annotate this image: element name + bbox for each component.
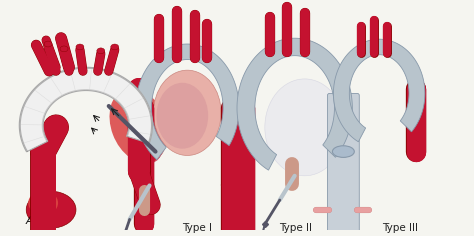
Polygon shape [19,67,153,152]
Ellipse shape [265,79,345,176]
Ellipse shape [111,44,118,50]
Ellipse shape [26,191,76,228]
Ellipse shape [154,70,221,156]
Polygon shape [237,38,352,170]
Ellipse shape [128,111,164,163]
Ellipse shape [97,48,105,54]
Polygon shape [136,44,239,160]
Text: B: B [146,216,154,226]
Ellipse shape [109,88,168,163]
Ellipse shape [60,46,68,52]
FancyBboxPatch shape [328,93,359,236]
Ellipse shape [156,83,208,149]
Ellipse shape [44,41,52,47]
Ellipse shape [332,146,354,157]
Text: Type I: Type I [182,223,212,233]
Ellipse shape [28,191,58,215]
Ellipse shape [76,44,84,50]
Text: Type II: Type II [279,223,312,233]
Text: Type III: Type III [382,223,418,233]
Text: A: A [26,216,34,226]
Polygon shape [333,39,425,142]
